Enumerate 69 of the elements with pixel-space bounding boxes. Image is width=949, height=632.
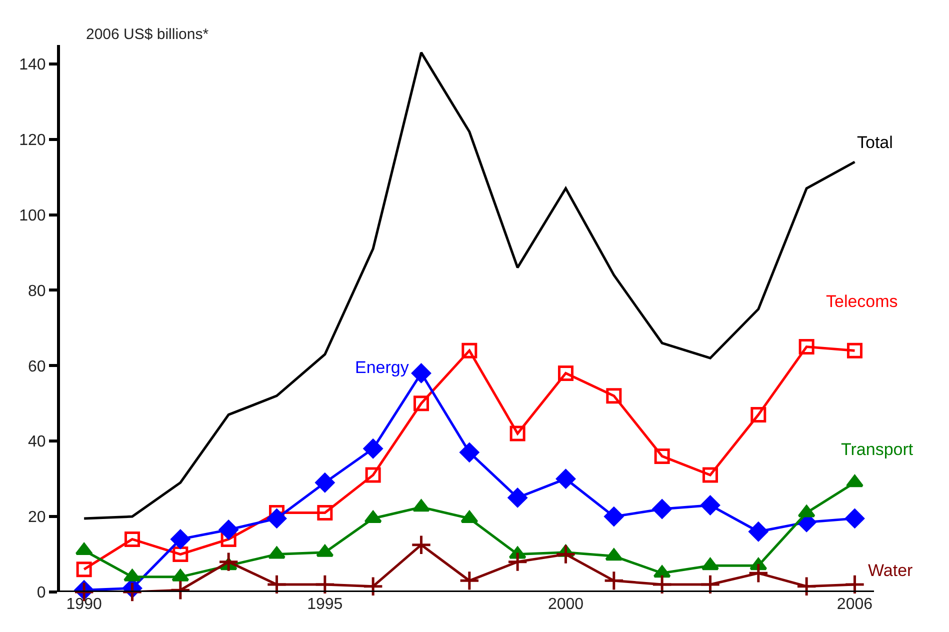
point: [266, 574, 288, 595]
point: [652, 574, 672, 595]
point: [605, 548, 623, 561]
point: [702, 467, 718, 483]
point: [76, 562, 92, 578]
point: [652, 499, 672, 519]
series-label: Telecoms: [826, 292, 898, 311]
point: [122, 582, 143, 602]
point: [365, 467, 381, 483]
point: [172, 546, 188, 562]
series-label: Energy: [355, 358, 410, 377]
point: [362, 576, 384, 597]
point: [459, 570, 480, 592]
point: [413, 396, 429, 412]
point: [317, 505, 333, 521]
point: [558, 365, 574, 381]
y-tick-label: 140: [19, 56, 46, 74]
point: [410, 534, 432, 556]
point: [412, 364, 431, 383]
point: [700, 496, 720, 515]
point: [218, 520, 238, 540]
point: [604, 570, 624, 592]
x-tick-label: 1995: [307, 596, 343, 613]
y-tick-label: 80: [28, 282, 46, 300]
point: [653, 565, 671, 578]
y-tick-label: 40: [28, 434, 46, 451]
point: [556, 469, 576, 489]
y-tick-label: 20: [28, 509, 46, 526]
y-axis-title: 2006 US$ billions*: [86, 26, 209, 43]
x-tick-label: 2006: [836, 596, 873, 613]
x-tick-label: 2000: [548, 596, 584, 613]
point: [604, 506, 624, 526]
point: [507, 551, 528, 572]
x-tick-label: 1990: [66, 596, 102, 613]
point: [700, 574, 721, 595]
point: [654, 448, 670, 464]
point: [844, 574, 866, 595]
point: [510, 426, 526, 442]
point: [606, 388, 622, 404]
point: [846, 342, 862, 358]
point: [412, 499, 430, 512]
point: [170, 529, 190, 549]
point: [314, 574, 336, 595]
point: [701, 558, 719, 570]
point: [555, 544, 576, 565]
point: [170, 580, 191, 600]
point: [218, 551, 239, 572]
point: [845, 508, 864, 528]
y-tick-label: 100: [19, 207, 46, 224]
point: [798, 339, 814, 355]
point: [508, 488, 528, 508]
y-tick-label: 0: [36, 584, 46, 602]
y-tick-label: 60: [28, 358, 46, 376]
point: [124, 531, 140, 547]
series-label: Total: [857, 133, 893, 152]
point: [750, 406, 766, 422]
point: [363, 438, 383, 458]
point: [748, 562, 769, 584]
point: [846, 474, 864, 488]
point: [796, 576, 817, 597]
point: [220, 531, 236, 547]
point: [315, 472, 335, 492]
y-tick-label: 120: [19, 132, 46, 149]
series-label: Water: [868, 561, 914, 580]
point: [748, 522, 768, 542]
point: [267, 508, 286, 528]
point: [460, 442, 480, 462]
point: [462, 342, 478, 358]
series-label: Transport: [841, 440, 914, 459]
